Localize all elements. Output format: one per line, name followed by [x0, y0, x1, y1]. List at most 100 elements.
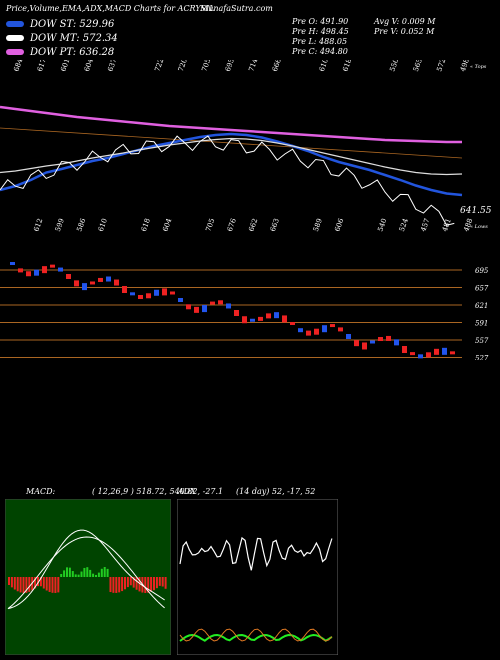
candle	[186, 304, 191, 310]
bottom-label: 457	[419, 217, 431, 232]
series-line	[0, 105, 462, 144]
bottom-label: 705	[204, 217, 216, 232]
candle	[34, 269, 39, 276]
candle	[226, 303, 231, 309]
macd-bar	[147, 577, 150, 593]
bottom-label: 662	[247, 217, 259, 232]
candle	[362, 342, 367, 350]
macd-bar	[132, 577, 135, 588]
macd-bar	[155, 577, 158, 589]
adx-chart	[177, 499, 338, 655]
candle	[450, 351, 455, 355]
candles	[10, 262, 455, 359]
candle	[18, 268, 23, 273]
top-label: 714	[247, 60, 259, 73]
candle	[346, 334, 351, 340]
ohlc-high: Pre H: 498.45	[292, 27, 349, 36]
macd-bar	[68, 567, 71, 577]
legend-st: DOW ST: 529.96	[6, 17, 114, 31]
avg-volume: Avg V: 0.009 M	[374, 17, 436, 26]
candle	[202, 305, 207, 313]
macd-bar	[150, 577, 153, 592]
legend-pt: DOW PT: 636.28	[6, 45, 114, 59]
macd-bar	[89, 569, 92, 577]
bottom-label: 524	[398, 217, 410, 233]
candle	[298, 328, 303, 333]
candle	[306, 330, 311, 336]
top-label: 565	[412, 60, 424, 73]
price-trace	[0, 135, 455, 226]
top-label: 722	[153, 60, 165, 73]
candle	[178, 298, 183, 303]
volume-levels: 695657621591557527488	[0, 267, 489, 360]
bottom-label: 540	[376, 217, 388, 232]
minus-di-line	[179, 628, 333, 642]
macd-bar	[126, 577, 129, 588]
bottom-label: 676	[226, 217, 238, 233]
candle	[322, 325, 327, 333]
macd-bar	[8, 577, 10, 585]
candle	[426, 352, 431, 358]
macd-bar	[118, 577, 121, 593]
macd-bar	[161, 577, 164, 587]
price-lines	[0, 105, 463, 226]
bottom-label: 663	[269, 217, 281, 232]
top-label: 720	[177, 60, 189, 73]
top-label: 604	[83, 60, 95, 73]
macd-bar	[10, 577, 13, 588]
macd-bar	[16, 577, 19, 592]
candle	[242, 316, 247, 324]
macd-bar	[42, 577, 45, 589]
macd-bar	[34, 577, 37, 589]
top-label: 550	[388, 60, 400, 73]
candle	[26, 271, 31, 277]
legend-st-label: DOW ST: 529.96	[30, 18, 115, 30]
macd-bar	[51, 577, 54, 593]
macd-bar	[112, 577, 115, 593]
top-label: 601	[59, 60, 71, 73]
bottom-label: 481	[441, 217, 453, 232]
macd-bar	[158, 577, 161, 586]
adx-background	[177, 499, 338, 655]
volume-chart: 695657621591557527488	[0, 262, 489, 360]
bottom-label: 586	[75, 217, 87, 233]
macd-bar	[57, 577, 60, 593]
macd-bar	[37, 577, 39, 587]
adx-line	[179, 536, 333, 571]
bottom-label: 606	[333, 217, 345, 233]
macd-chart	[5, 499, 171, 655]
candle	[10, 262, 15, 265]
price-chart: 684 617 601 604 637 722 720 705 695 714 666 610 618 5…	[0, 60, 492, 233]
macd-bar	[54, 577, 57, 593]
adx-label: ADX	[178, 487, 196, 496]
bottom-label: 604	[161, 217, 173, 233]
macd-bar	[74, 574, 77, 577]
pre-volume: Pre V: 0.052 M	[374, 27, 435, 36]
macd-bar	[106, 568, 109, 577]
candle	[74, 280, 79, 287]
bottom-label: 612	[32, 217, 44, 232]
candle	[338, 327, 343, 332]
macd-bar	[86, 567, 89, 577]
plus-di-line	[179, 633, 333, 642]
candle	[114, 279, 119, 286]
candle	[282, 315, 287, 323]
site-name[interactable]: MunafaSutra.com	[200, 4, 273, 13]
candle	[122, 286, 127, 294]
macd-bar	[80, 571, 83, 577]
top-label: 695	[224, 60, 236, 73]
macd-bar	[83, 567, 86, 577]
legend-st-swatch	[6, 21, 24, 27]
macd-bar	[100, 568, 103, 577]
macd-bar	[63, 570, 66, 577]
macd-bar	[25, 577, 28, 593]
bottom-label: 599	[54, 217, 66, 232]
tops-marker: « Tops	[470, 64, 487, 70]
macd-bar	[95, 574, 97, 577]
lows-marker: « Lows	[470, 224, 488, 230]
macd-bar	[144, 577, 147, 593]
macd-bar	[22, 577, 25, 593]
macd-lines	[7, 529, 165, 610]
candle	[154, 289, 159, 296]
macd-bar	[109, 577, 112, 593]
